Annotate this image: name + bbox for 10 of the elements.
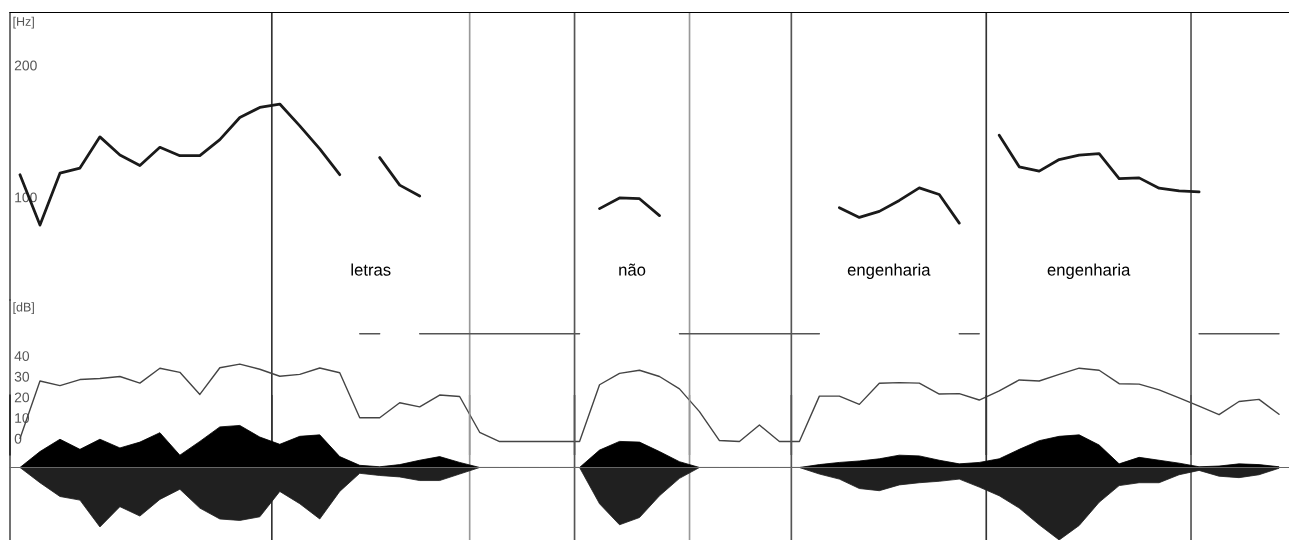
y-axis-title: [Hz]	[13, 16, 34, 29]
annotation: engenharia	[1047, 263, 1131, 280]
y-tick-label: 30	[14, 371, 30, 382]
annotation: engenharia	[847, 263, 931, 280]
y-tick-label: 40	[14, 351, 30, 361]
y-tick-label: 200	[14, 60, 37, 71]
annotation: letras	[351, 263, 391, 276]
annotation: não	[619, 263, 646, 276]
y-tick-label: 20	[14, 392, 30, 403]
y-axis-title: [dB]	[13, 302, 34, 314]
